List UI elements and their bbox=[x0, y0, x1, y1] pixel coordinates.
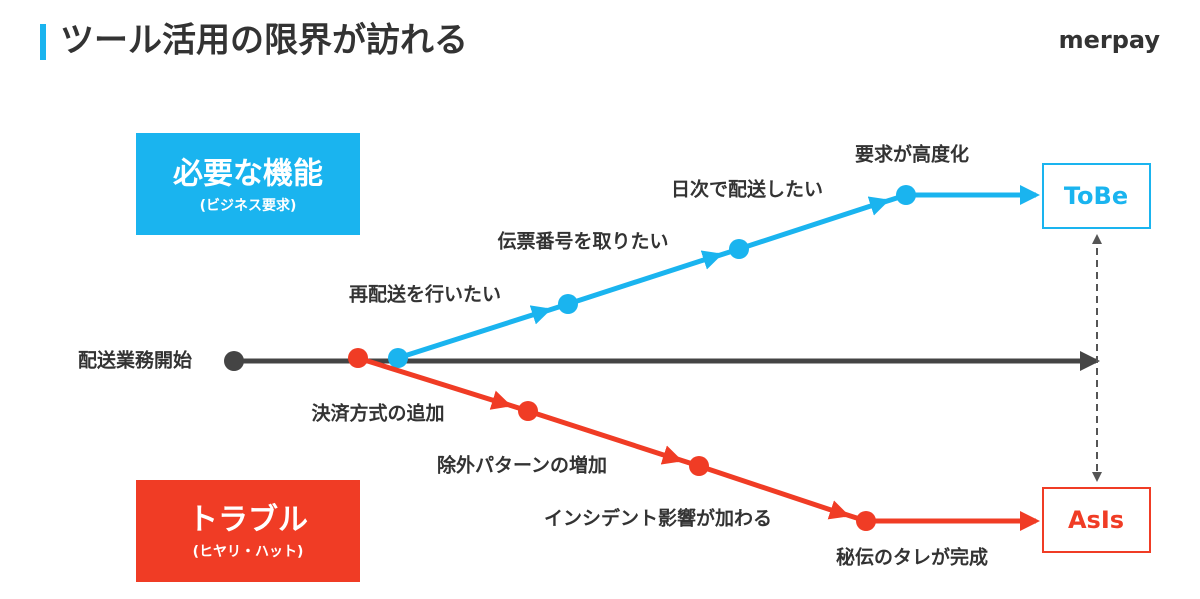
start-dot bbox=[224, 351, 244, 371]
asis-label: AsIs bbox=[1068, 506, 1124, 534]
logo: merpay bbox=[1059, 26, 1161, 54]
start-label: 配送業務開始 bbox=[78, 349, 192, 372]
slide-title: ツール活用の限界が訪れる bbox=[60, 21, 468, 61]
tobe-box bbox=[1042, 163, 1151, 229]
trouble-path bbox=[357, 355, 1040, 531]
requirement-path bbox=[397, 185, 1040, 361]
trouble-label: 秘伝のタレが完成 bbox=[836, 546, 988, 569]
title-accent bbox=[40, 24, 46, 60]
requirement-label: 要求が高度化 bbox=[855, 143, 969, 166]
trouble-box bbox=[136, 480, 360, 582]
needs-box bbox=[136, 133, 360, 235]
requirement-label: 日次で配送したい bbox=[671, 178, 823, 201]
requirement-dots bbox=[388, 185, 916, 368]
asis-box bbox=[1042, 487, 1151, 553]
trouble-label: 除外パターンの増加 bbox=[437, 454, 607, 477]
requirement-label: 再配送を行いたい bbox=[349, 283, 501, 306]
trouble-label: 決済方式の追加 bbox=[311, 402, 444, 425]
trouble-subtitle: (ヒヤリ・ハット) bbox=[193, 544, 304, 560]
tobe-label: ToBe bbox=[1064, 182, 1128, 210]
trouble-label: インシデント影響が加わる bbox=[544, 507, 772, 530]
trouble-dots bbox=[348, 348, 876, 531]
trouble-title: トラブル bbox=[188, 503, 308, 538]
needs-subtitle: (ビジネス要求) bbox=[200, 197, 297, 214]
needs-title: 必要な機能 bbox=[173, 157, 323, 192]
requirement-label: 伝票番号を取りたい bbox=[497, 231, 668, 253]
